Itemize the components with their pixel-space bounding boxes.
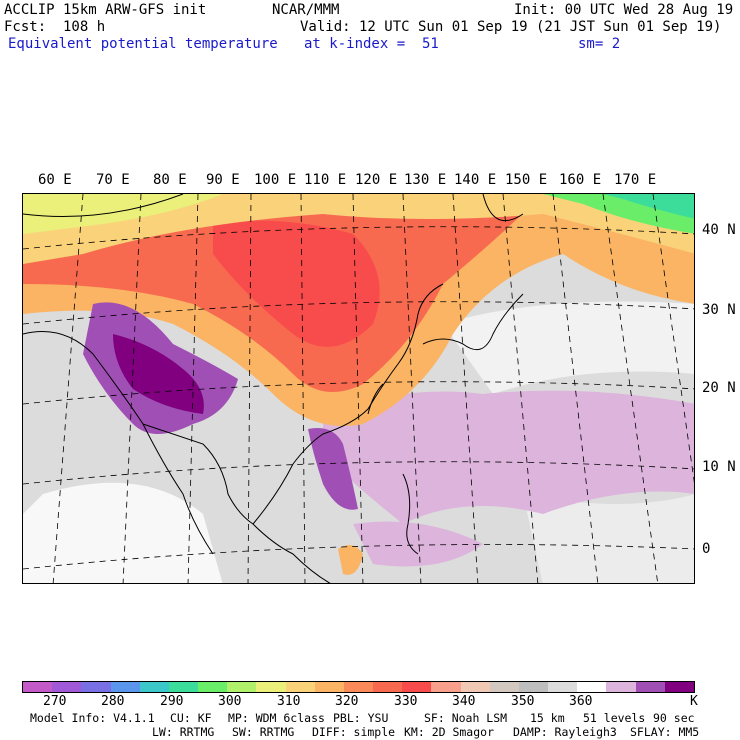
- cu-scheme: CU: KF: [170, 711, 212, 725]
- timestep: 90 sec: [653, 711, 695, 725]
- colorbar-label: 360: [569, 694, 593, 709]
- colorbar-swatch: [343, 682, 374, 692]
- colorbar-swatch: [314, 682, 344, 692]
- colorbar-swatch: [285, 682, 315, 692]
- colorbar-label: 270: [43, 694, 67, 709]
- colorbar-swatch: [664, 682, 694, 692]
- colorbar-swatch: [227, 682, 257, 692]
- colorbar-label: 290: [160, 694, 184, 709]
- lon-label: 150 E: [505, 172, 548, 188]
- colorbar-swatch: [518, 682, 549, 692]
- lon-label: 110 E: [304, 172, 347, 188]
- colorbar-swatch: [577, 682, 607, 692]
- colorbar-swatch: [168, 682, 199, 692]
- colorbar-swatch: [81, 682, 111, 692]
- colorbar-swatch: [373, 682, 403, 692]
- colorbar-label: 280: [101, 694, 125, 709]
- colorbar-label: 350: [511, 694, 535, 709]
- colorbar-swatch: [52, 682, 82, 692]
- pbl-scheme: PBL: YSU: [333, 711, 389, 725]
- field-name: Equivalent potential temperature: [8, 36, 278, 52]
- lat-label: 40 N: [702, 222, 736, 238]
- lon-label: 170 E: [614, 172, 657, 188]
- level-info: at k-index = 51: [304, 36, 439, 52]
- model-title: ACCLIP 15km ARW-GFS init: [4, 2, 207, 18]
- colorbar-swatch: [198, 682, 228, 692]
- lon-label: 100 E: [254, 172, 297, 188]
- colorbar-swatch: [635, 682, 665, 692]
- lon-label: 140 E: [454, 172, 497, 188]
- forecast-hour: Fcst: 108 h: [4, 19, 106, 35]
- colorbar-swatch: [110, 682, 140, 692]
- lat-label: 20 N: [702, 380, 736, 396]
- colorbar-label: 300: [218, 694, 242, 709]
- sf-scheme: SF: Noah LSM: [424, 711, 508, 725]
- colorbar-label: 320: [335, 694, 359, 709]
- init-time: Init: 00 UTC Wed 28 Aug 19: [514, 2, 734, 18]
- lat-label: 30 N: [702, 302, 736, 318]
- colorbar-swatch: [23, 682, 53, 692]
- colorbar-label: 310: [277, 694, 301, 709]
- lon-label: 90 E: [206, 172, 240, 188]
- model-info: Model Info: V4.1.1: [30, 711, 155, 725]
- map-panel: [22, 193, 695, 584]
- colorbar-swatch: [139, 682, 169, 692]
- lon-label: 160 E: [559, 172, 602, 188]
- lat-label: 0: [702, 541, 711, 557]
- sflay-scheme: SFLAY: MM5: [630, 725, 700, 739]
- mp-scheme: MP: WDM 6class: [228, 711, 325, 725]
- levels-count: 51 levels: [583, 711, 646, 725]
- colorbar-swatch: [606, 682, 636, 692]
- colorbar-swatch: [489, 682, 519, 692]
- colorbar-unit: K: [690, 694, 698, 709]
- colorbar-swatch: [256, 682, 286, 692]
- colorbar-swatch: [460, 682, 490, 692]
- colorbar-swatch: [431, 682, 461, 692]
- valid-time: Valid: 12 UTC Sun 01 Sep 19 (21 JST Sun …: [300, 19, 722, 35]
- colorbar-swatch: [402, 682, 432, 692]
- smooth-info: sm= 2: [578, 36, 621, 52]
- km-scheme: KM: 2D Smagor: [404, 725, 495, 739]
- lon-label: 60 E: [38, 172, 72, 188]
- lon-label: 130 E: [404, 172, 447, 188]
- grid-spacing: 15 km: [530, 711, 565, 725]
- lat-label: 10 N: [702, 459, 736, 475]
- theta-e-field: [23, 194, 694, 583]
- color-bar: [22, 681, 695, 693]
- damp-scheme: DAMP: Rayleigh3: [513, 725, 617, 739]
- colorbar-swatch: [548, 682, 578, 692]
- colorbar-label: 340: [452, 694, 476, 709]
- colorbar-label: 330: [394, 694, 418, 709]
- lw-scheme: LW: RRTMG: [152, 725, 215, 739]
- lon-label: 120 E: [355, 172, 398, 188]
- center-name: NCAR/MMM: [272, 2, 340, 18]
- lon-label: 70 E: [96, 172, 130, 188]
- diff-scheme: DIFF: simple: [312, 725, 396, 739]
- sw-scheme: SW: RRTMG: [232, 725, 295, 739]
- lon-label: 80 E: [153, 172, 187, 188]
